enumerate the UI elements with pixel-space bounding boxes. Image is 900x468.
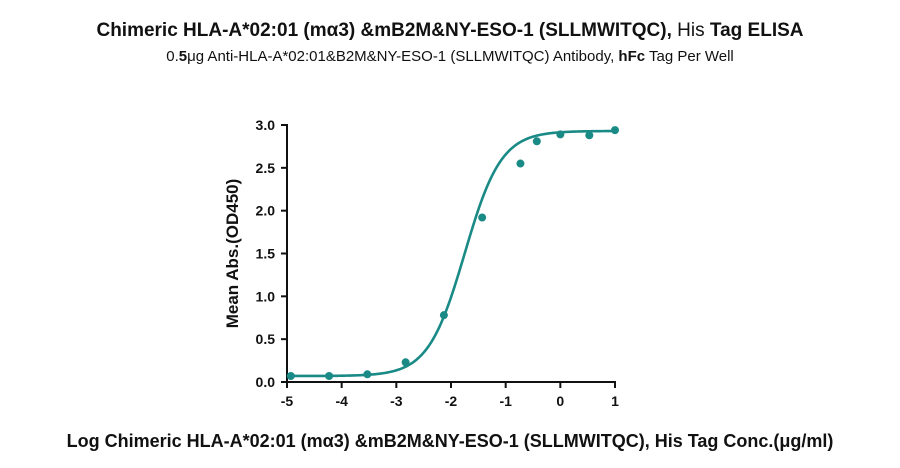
- y-tick-label: 0.5: [256, 331, 276, 347]
- data-point: [585, 131, 594, 140]
- y-tick-label: 1.0: [256, 288, 276, 304]
- y-axis-label: Mean Abs.(OD450): [223, 179, 242, 329]
- x-tick-label: 0: [556, 393, 564, 409]
- subtitle-mid: μg Anti-HLA-A*02:01&B2M&NY-ESO-1 (SLLMWI…: [187, 48, 619, 65]
- x-tick-label: -4: [335, 393, 348, 409]
- y-tick-label: 2.5: [256, 160, 276, 176]
- y-tick-label: 1.5: [256, 246, 276, 262]
- data-point: [556, 130, 565, 139]
- x-axis-label: Log Chimeric HLA-A*02:01 (mα3) &mB2M&NY-…: [67, 431, 834, 451]
- data-point: [516, 159, 525, 168]
- data-point: [286, 372, 295, 381]
- data-point: [363, 370, 372, 379]
- x-tick-label: -2: [445, 393, 458, 409]
- x-tick-label: 1: [611, 393, 619, 409]
- y-tick-label: 2.0: [256, 203, 276, 219]
- chart-title: Chimeric HLA-A*02:01 (mα3) &mB2M&NY-ESO-…: [0, 20, 900, 42]
- title-tail: Tag ELISA: [709, 20, 804, 41]
- x-tick-label: -5: [281, 393, 294, 409]
- data-point: [439, 311, 448, 320]
- y-tick-label: 0.0: [256, 374, 276, 390]
- data-point: [478, 213, 487, 222]
- axes: [286, 124, 616, 383]
- data-point: [611, 126, 619, 135]
- chart-subtitle: 0.5μg Anti-HLA-A*02:01&B2M&NY-ESO-1 (SLL…: [0, 48, 900, 65]
- fit-curve: [287, 129, 616, 378]
- y-tick-label: 3.0: [256, 117, 276, 133]
- x-tick-label: -3: [390, 393, 403, 409]
- subtitle-post: Tag Per Well: [645, 48, 734, 65]
- title-his: His: [677, 20, 705, 41]
- ticks: 0.0 0.5 1.0 1.5 2.0 2.5 3.0 -5 -4 -3 -2 -1 0 1: [256, 117, 620, 409]
- data-point: [532, 137, 541, 146]
- data-points: [286, 126, 619, 381]
- data-point: [325, 372, 334, 381]
- subtitle-bold-1: 5: [178, 48, 188, 65]
- title-main: Chimeric HLA-A*02:01 (mα3) &mB2M&NY-ESO-…: [96, 20, 672, 41]
- x-tick-label: -1: [499, 393, 512, 409]
- data-point: [401, 358, 410, 367]
- subtitle-bold-2: hFc: [618, 48, 646, 65]
- subtitle-pre: 0.: [166, 48, 179, 65]
